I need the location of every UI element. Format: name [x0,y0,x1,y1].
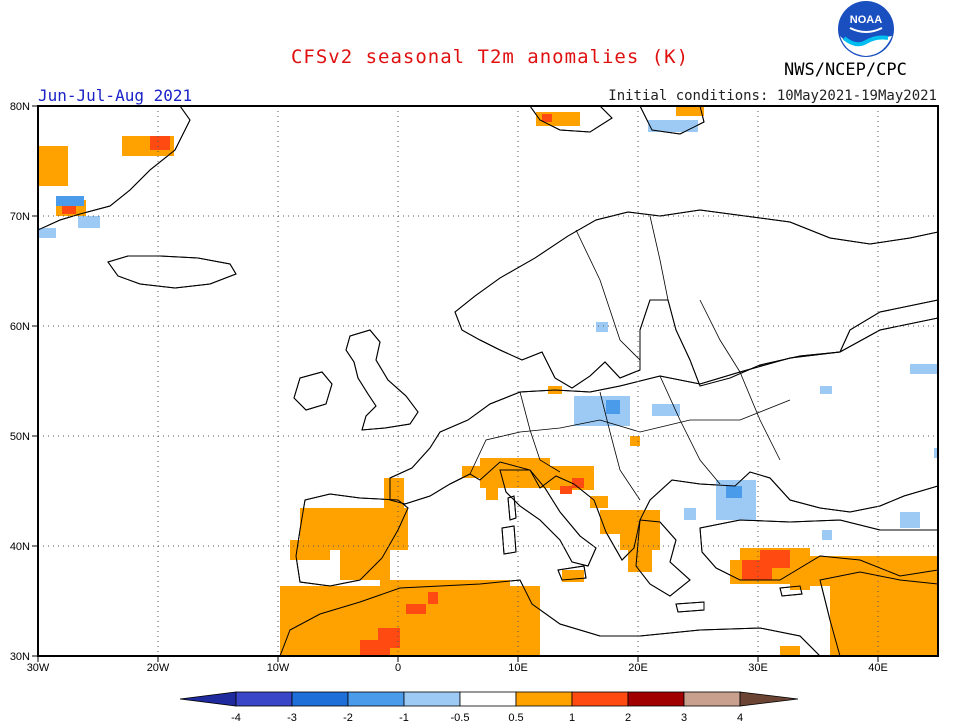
anomaly-cell [150,136,170,150]
lat-label: 40N [10,541,30,553]
anomaly-cell [630,436,640,446]
gridlines [38,106,938,656]
anomaly-cell [542,114,552,122]
anomaly-cell [560,486,572,494]
lon-label: 20E [628,662,648,674]
anomaly-cell [38,146,68,186]
anomaly-cell [380,580,510,600]
lon-label: 40E [868,662,888,674]
lat-label: 80N [10,101,30,113]
anomaly-cell [406,604,426,614]
noaa-logo-text: NOAA [850,14,882,26]
legend-tick-label: 4 [737,712,743,724]
lon-label: 20W [147,662,170,674]
anomaly-cell [628,536,652,572]
lon-label: 0 [395,662,401,674]
anomaly-cell [596,322,608,332]
anomaly-cell [428,592,438,604]
lon-label: 30W [27,662,50,674]
anomaly-cell [652,404,680,416]
anomaly-cell [726,486,742,498]
legend-tick-label: -2 [343,712,353,724]
agency-label: NWS/NCEP/CPC [784,60,907,80]
lon-label: 30E [748,662,768,674]
lon-label: 10W [267,662,290,674]
coastlines-overlay [38,106,938,656]
legend-swatch [347,691,405,707]
legend-tick-label: 2 [625,712,631,724]
legend-swatch [459,691,517,707]
anomaly-cell [760,550,790,568]
initial-conditions-label: Initial conditions: 10May2021-19May2021 [608,88,937,104]
anomaly-cell [684,508,696,520]
anomaly-cell [606,400,620,414]
anomaly-cell [830,580,938,656]
anomaly-cell [934,448,938,458]
map-frame [37,105,939,657]
legend-swatch [571,691,629,707]
anomaly-cell [822,530,832,540]
anomaly-cell [780,646,800,656]
legend-tick-label: -1 [399,712,409,724]
legend-tick-label: -4 [231,712,241,724]
noaa-logo: NOAA [838,1,894,57]
anomaly-cell [790,580,810,590]
anomaly-cell [56,196,84,206]
legend-swatch [403,691,461,707]
anomaly-cell [900,512,920,528]
legend-tick-label: 1 [569,712,575,724]
anomaly-cell [820,386,832,394]
axis-ticks [32,105,879,662]
anomaly-cell [486,480,498,500]
anomaly-cell [62,206,76,214]
legend-arrow-left [179,691,237,707]
map-title: CFSv2 seasonal T2m anomalies (K) [290,46,690,68]
anomaly-cell [648,120,698,132]
legend-swatch [627,691,685,707]
lon-label: 10E [508,662,528,674]
lat-label: 50N [10,431,30,443]
legend-arrow-right [739,691,799,707]
season-label: Jun-Jul-Aug 2021 [38,86,193,105]
country-borders [469,215,791,501]
legend-swatch [515,691,573,707]
anomaly-cell [572,478,584,488]
lat-label: 30N [10,651,30,663]
legend-swatch [683,691,741,707]
lat-label: 60N [10,321,30,333]
lat-label: 70N [10,211,30,223]
anomaly-cells [38,106,938,656]
legend-tick-label: 3 [681,712,687,724]
anomaly-cell [910,364,938,374]
anomaly-cell [590,496,608,508]
legend-swatch [235,691,293,707]
legend-tick-label: -3 [287,712,297,724]
anomaly-cell [38,228,56,238]
anomaly-cell [290,540,330,560]
legend-swatch [291,691,349,707]
legend-tick-label: 0.5 [508,712,523,724]
anomaly-cell [78,216,100,228]
anomaly-cell [300,608,360,656]
anomaly-cell [360,640,390,656]
legend-tick-label: -0.5 [451,712,470,724]
anomaly-cell [676,106,704,116]
